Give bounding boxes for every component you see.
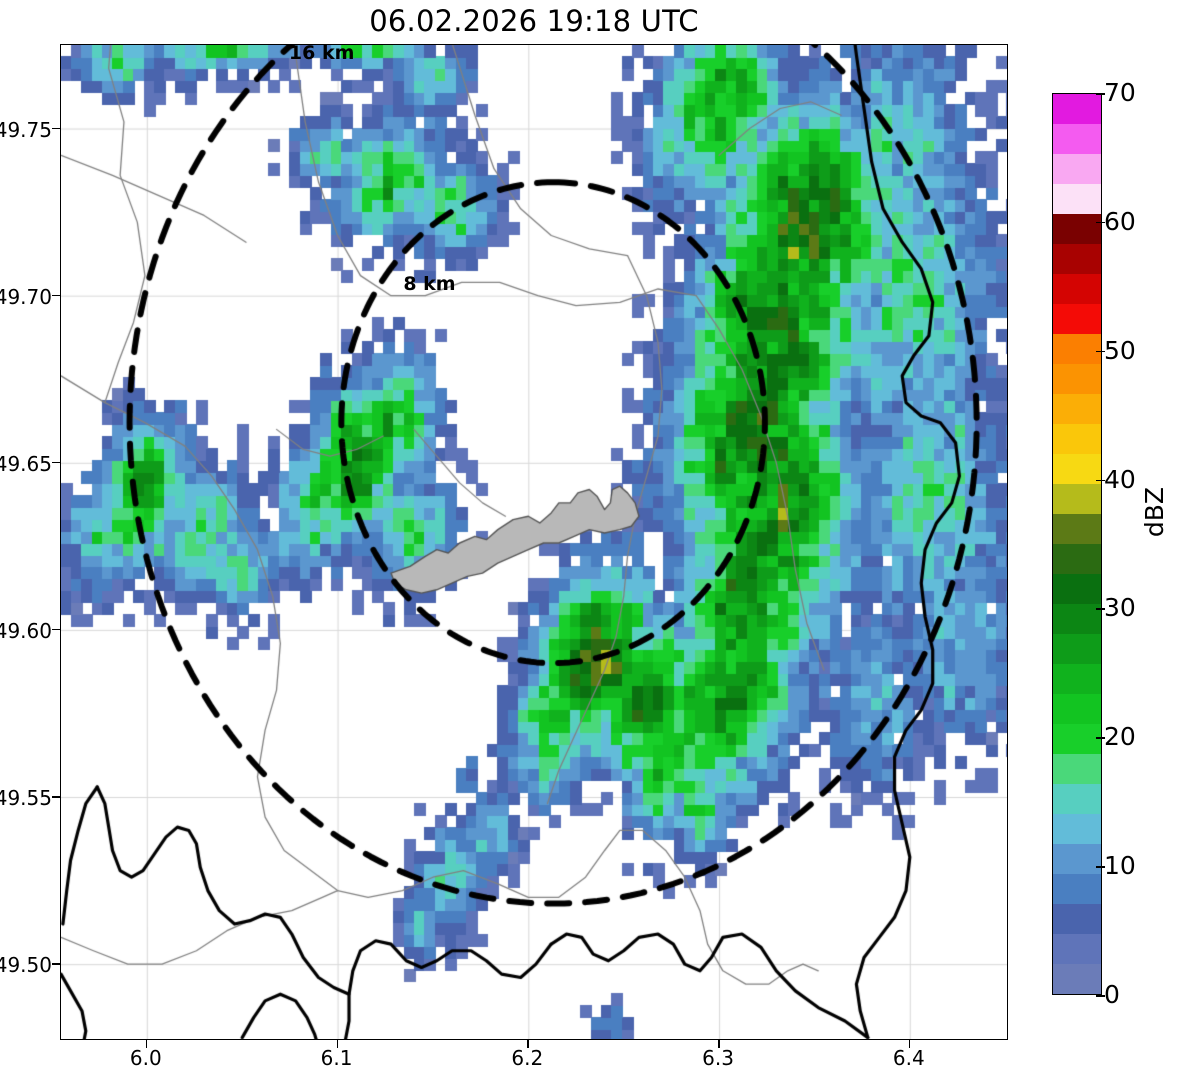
colorbar-tick-mark bbox=[1096, 479, 1105, 482]
colorbar-band bbox=[1053, 754, 1101, 784]
y-tick-label: 49.70 bbox=[0, 284, 52, 309]
colorbar-tick-mark bbox=[1096, 221, 1105, 224]
range-ring-label: 8 km bbox=[403, 272, 456, 295]
colorbar-band bbox=[1053, 94, 1101, 124]
colorbar-band bbox=[1053, 784, 1101, 814]
x-tick-mark bbox=[336, 1040, 339, 1048]
y-tick-label: 49.75 bbox=[0, 117, 52, 142]
y-tick-label: 49.50 bbox=[0, 953, 52, 978]
x-tick-mark bbox=[527, 1040, 529, 1048]
y-tick-label: 49.65 bbox=[0, 451, 52, 476]
colorbar-tick-mark bbox=[1096, 866, 1105, 868]
x-tick-label: 6.3 bbox=[702, 1046, 734, 1070]
colorbar-band bbox=[1053, 124, 1101, 154]
colorbar-band bbox=[1053, 304, 1101, 334]
colorbar-band bbox=[1053, 964, 1101, 994]
colorbar-band bbox=[1053, 214, 1101, 244]
x-tick-label: 6.2 bbox=[511, 1046, 544, 1070]
colorbar-tick-mark bbox=[1096, 995, 1105, 997]
colorbar bbox=[1052, 93, 1102, 995]
colorbar-tick-label: 50 bbox=[1104, 335, 1136, 365]
radar-plot-area bbox=[60, 44, 1008, 1040]
map-overlay-canvas bbox=[61, 45, 1007, 1039]
colorbar-band bbox=[1053, 874, 1101, 904]
colorbar-tick-mark bbox=[1096, 350, 1105, 353]
colorbar-band bbox=[1053, 814, 1101, 844]
colorbar-band bbox=[1053, 634, 1101, 664]
x-tick-label: 6.1 bbox=[320, 1046, 353, 1070]
colorbar-tick-label: 10 bbox=[1104, 851, 1136, 881]
colorbar-band bbox=[1053, 574, 1101, 604]
colorbar-band bbox=[1053, 904, 1101, 934]
colorbar-tick-label: 60 bbox=[1104, 206, 1136, 236]
colorbar-band bbox=[1053, 544, 1101, 574]
colorbar-tick-label: 70 bbox=[1104, 78, 1136, 107]
colorbar-band bbox=[1053, 154, 1101, 184]
colorbar-band bbox=[1053, 664, 1101, 694]
colorbar-tick-mark bbox=[1096, 608, 1105, 611]
colorbar-band bbox=[1053, 364, 1101, 394]
colorbar-band bbox=[1053, 604, 1101, 634]
colorbar-band bbox=[1053, 724, 1101, 754]
x-tick-mark bbox=[908, 1040, 911, 1048]
colorbar-tick-label: 20 bbox=[1104, 722, 1136, 752]
colorbar-band bbox=[1053, 184, 1101, 214]
colorbar-band bbox=[1053, 274, 1101, 304]
y-tick-mark bbox=[52, 294, 60, 297]
colorbar-band bbox=[1053, 484, 1101, 514]
x-tick-mark bbox=[145, 1040, 148, 1048]
colorbar-tick-mark bbox=[1096, 737, 1105, 739]
colorbar-tick-mark bbox=[1096, 93, 1105, 95]
colorbar-band bbox=[1053, 244, 1101, 274]
x-tick-label: 6.4 bbox=[892, 1046, 925, 1070]
y-tick-label: 49.60 bbox=[0, 618, 52, 643]
colorbar-band bbox=[1053, 394, 1101, 424]
colorbar-tick-label: 30 bbox=[1104, 593, 1136, 623]
colorbar-band bbox=[1053, 424, 1101, 454]
y-tick-label: 49.55 bbox=[0, 786, 52, 810]
colorbar-tick-label: 0 bbox=[1104, 980, 1120, 1009]
y-tick-mark bbox=[52, 796, 60, 798]
page-title: 06.02.2026 19:18 UTC bbox=[369, 4, 699, 38]
colorbar-tick-label: 40 bbox=[1104, 464, 1136, 494]
x-tick-mark bbox=[718, 1040, 720, 1048]
y-tick-mark bbox=[52, 127, 60, 130]
colorbar-band bbox=[1053, 454, 1101, 484]
y-tick-mark bbox=[52, 963, 60, 965]
x-tick-label: 6.0 bbox=[129, 1046, 162, 1070]
colorbar-axis-label: dBZ bbox=[1140, 487, 1169, 538]
y-tick-mark bbox=[52, 461, 60, 464]
y-tick-mark bbox=[52, 628, 60, 631]
colorbar-band bbox=[1053, 334, 1101, 364]
colorbar-band bbox=[1053, 694, 1101, 724]
colorbar-band bbox=[1053, 934, 1101, 964]
colorbar-band bbox=[1053, 514, 1101, 544]
range-ring-label: 16 km bbox=[288, 42, 355, 65]
colorbar-band bbox=[1053, 844, 1101, 874]
